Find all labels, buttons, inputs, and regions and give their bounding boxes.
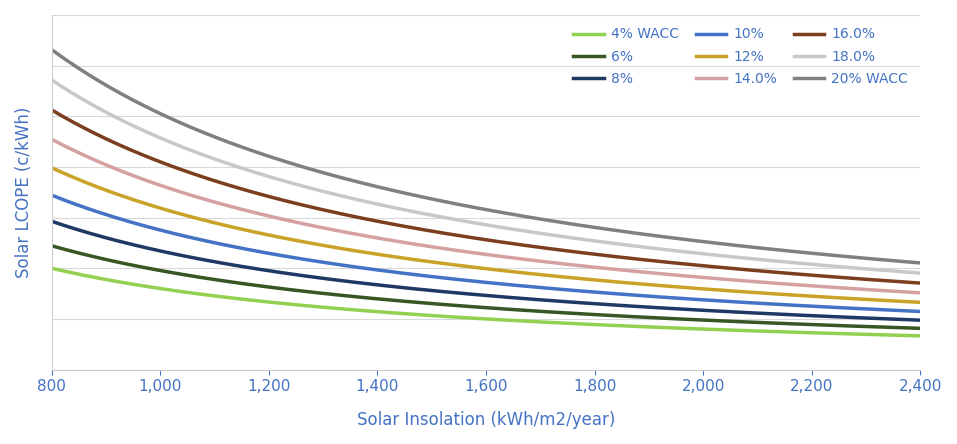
14.0% bbox=[46, 137, 57, 142]
12% bbox=[464, 264, 476, 270]
6% bbox=[46, 243, 57, 249]
10% bbox=[46, 193, 57, 198]
14.0% bbox=[516, 256, 527, 262]
18.0% bbox=[516, 228, 527, 233]
Line: 18.0%: 18.0% bbox=[52, 80, 921, 273]
10% bbox=[458, 278, 470, 283]
20% WACC bbox=[758, 246, 769, 251]
14.0% bbox=[563, 262, 574, 267]
Line: 10%: 10% bbox=[52, 195, 921, 312]
16.0% bbox=[894, 279, 905, 284]
16.0% bbox=[464, 234, 476, 240]
20% WACC bbox=[46, 47, 57, 52]
20% WACC bbox=[563, 221, 574, 226]
12% bbox=[458, 263, 470, 269]
12% bbox=[563, 275, 574, 280]
Line: 6%: 6% bbox=[52, 246, 921, 328]
4% WACC bbox=[758, 329, 769, 334]
14.0% bbox=[464, 250, 476, 255]
20% WACC bbox=[894, 258, 905, 264]
4% WACC bbox=[894, 333, 905, 338]
20% WACC bbox=[516, 213, 527, 218]
4% WACC bbox=[464, 315, 476, 321]
20% WACC bbox=[458, 203, 470, 208]
6% bbox=[915, 325, 926, 331]
4% WACC bbox=[915, 333, 926, 338]
14.0% bbox=[758, 280, 769, 285]
10% bbox=[464, 278, 476, 283]
8% bbox=[563, 299, 574, 305]
18.0% bbox=[758, 257, 769, 262]
16.0% bbox=[758, 269, 769, 274]
14.0% bbox=[894, 289, 905, 294]
Line: 16.0%: 16.0% bbox=[52, 110, 921, 283]
10% bbox=[563, 287, 574, 293]
10% bbox=[894, 308, 905, 313]
12% bbox=[758, 290, 769, 296]
18.0% bbox=[458, 218, 470, 224]
12% bbox=[894, 298, 905, 304]
18.0% bbox=[464, 219, 476, 225]
8% bbox=[894, 317, 905, 322]
10% bbox=[516, 283, 527, 289]
X-axis label: Solar Insolation (kWh/m2/year): Solar Insolation (kWh/m2/year) bbox=[357, 411, 615, 429]
16.0% bbox=[46, 107, 57, 113]
Line: 12%: 12% bbox=[52, 168, 921, 302]
4% WACC bbox=[458, 315, 470, 320]
12% bbox=[915, 300, 926, 305]
18.0% bbox=[894, 269, 905, 274]
8% bbox=[46, 218, 57, 224]
16.0% bbox=[563, 248, 574, 254]
6% bbox=[758, 320, 769, 325]
8% bbox=[516, 296, 527, 301]
18.0% bbox=[563, 235, 574, 240]
Line: 20% WACC: 20% WACC bbox=[52, 50, 921, 263]
16.0% bbox=[915, 281, 926, 286]
6% bbox=[464, 304, 476, 309]
Legend: 4% WACC, 6%, 8%, 10%, 12%, 14.0%, 16.0%, 18.0%, 20% WACC: 4% WACC, 6%, 8%, 10%, 12%, 14.0%, 16.0%,… bbox=[568, 22, 913, 92]
4% WACC bbox=[563, 321, 574, 326]
12% bbox=[516, 270, 527, 275]
Line: 14.0%: 14.0% bbox=[52, 139, 921, 293]
8% bbox=[464, 291, 476, 297]
Line: 8%: 8% bbox=[52, 221, 921, 320]
18.0% bbox=[915, 270, 926, 276]
6% bbox=[516, 308, 527, 313]
18.0% bbox=[46, 77, 57, 83]
4% WACC bbox=[516, 318, 527, 324]
14.0% bbox=[915, 290, 926, 296]
Line: 4% WACC: 4% WACC bbox=[52, 268, 921, 336]
Y-axis label: Solar LCOPE (c/kWh): Solar LCOPE (c/kWh) bbox=[15, 107, 33, 278]
8% bbox=[458, 291, 470, 296]
8% bbox=[758, 311, 769, 316]
6% bbox=[894, 325, 905, 330]
6% bbox=[458, 303, 470, 309]
10% bbox=[758, 301, 769, 306]
20% WACC bbox=[464, 204, 476, 209]
20% WACC bbox=[915, 260, 926, 266]
4% WACC bbox=[46, 266, 57, 271]
14.0% bbox=[458, 249, 470, 254]
16.0% bbox=[516, 242, 527, 248]
6% bbox=[563, 310, 574, 316]
8% bbox=[915, 317, 926, 323]
16.0% bbox=[458, 234, 470, 239]
12% bbox=[46, 165, 57, 170]
10% bbox=[915, 309, 926, 314]
